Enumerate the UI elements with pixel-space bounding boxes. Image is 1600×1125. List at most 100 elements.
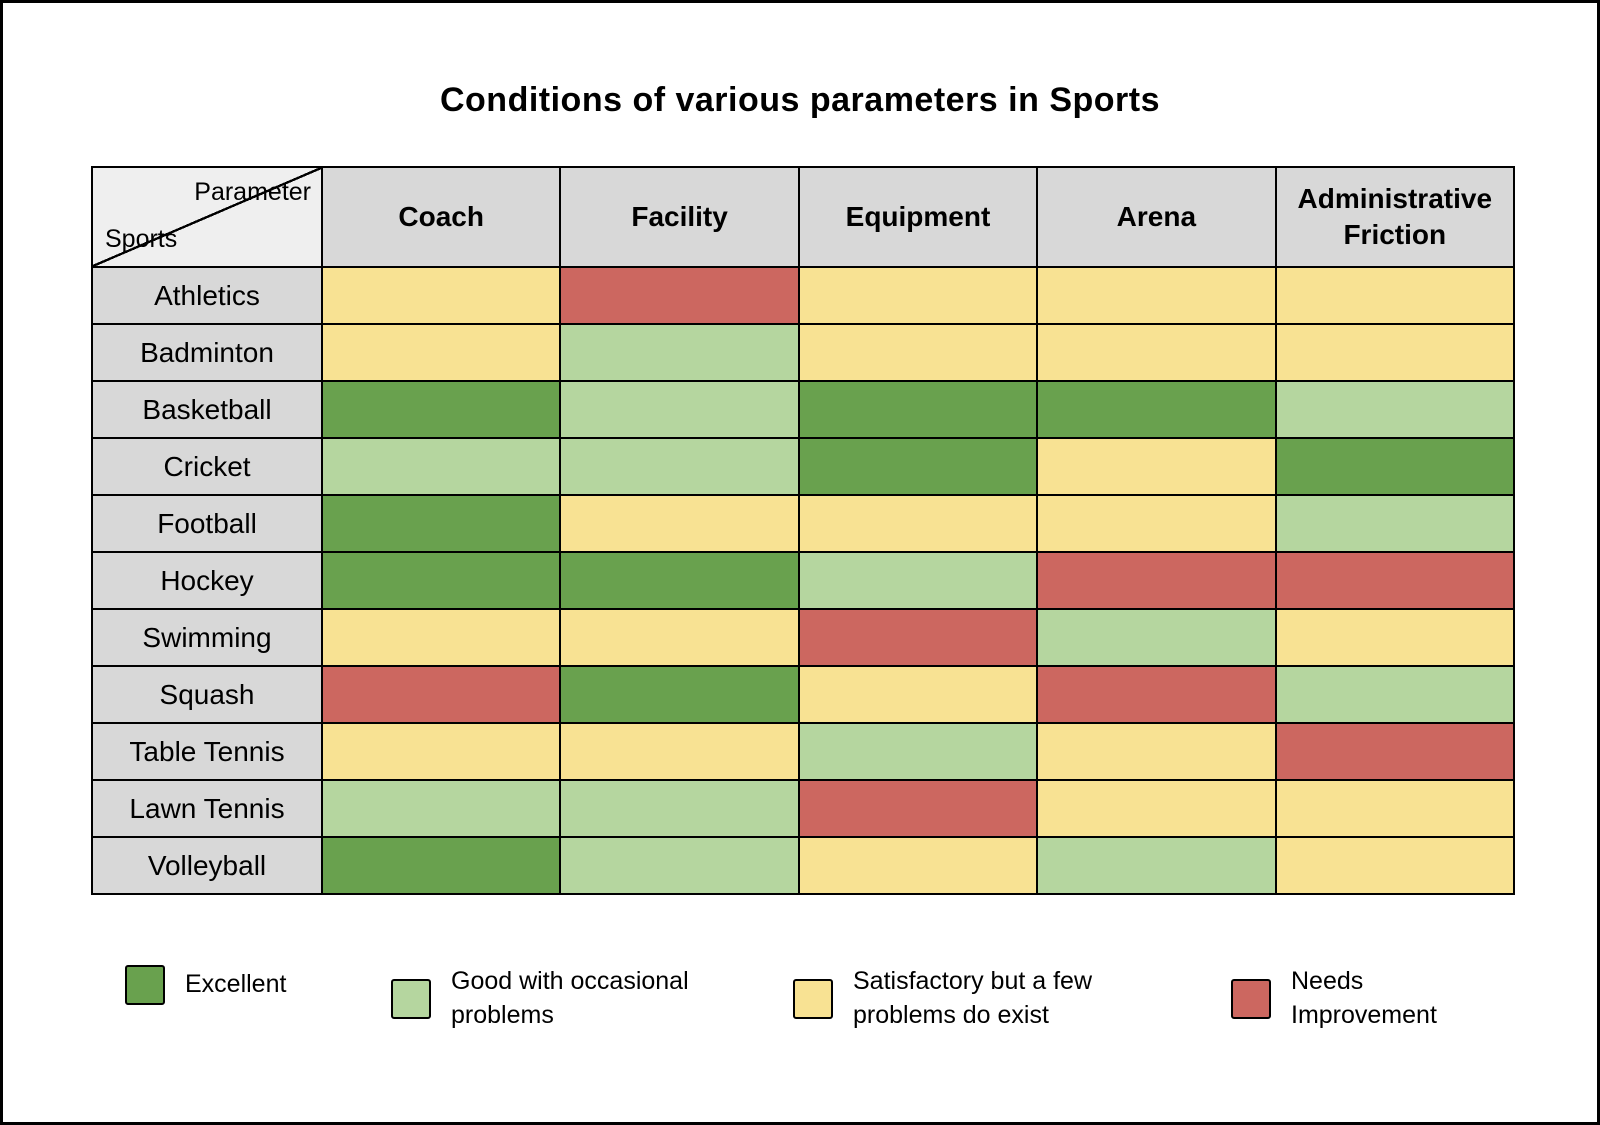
- cell-badminton-arena: [1036, 323, 1277, 382]
- cell-basketball-facility: [559, 380, 800, 439]
- legend-swatch-excellent: [125, 965, 165, 1005]
- cell-squash-facility: [559, 665, 800, 724]
- table-row: Hockey: [91, 551, 1516, 610]
- header-row: Parameter Sports Coach Facility Equipment A…: [91, 166, 1516, 268]
- row-header-lawn-tennis: Lawn Tennis: [91, 779, 323, 838]
- cell-swimming-administrative-friction: [1274, 608, 1516, 667]
- cell-cricket-administrative-friction: [1274, 437, 1516, 496]
- table-row: Squash: [91, 665, 1516, 724]
- column-header-coach: Coach: [320, 166, 562, 268]
- cell-swimming-arena: [1036, 608, 1277, 667]
- cell-swimming-coach: [320, 608, 562, 667]
- row-header-cricket: Cricket: [91, 437, 323, 496]
- table-body: Athletics Badminton Basketball Cricket Footb…: [91, 266, 1516, 895]
- legend-swatch-satisfactory: [793, 978, 833, 1019]
- cell-squash-arena: [1036, 665, 1277, 724]
- legend: Excellent Good with occasional problems Sa…: [3, 965, 1597, 1085]
- legend-label: Good with occasional problems: [451, 967, 689, 1029]
- cell-table-tennis-coach: [320, 722, 562, 781]
- table-row: Cricket: [91, 437, 1516, 496]
- table-row: Badminton: [91, 323, 1516, 382]
- cell-hockey-coach: [320, 551, 562, 610]
- table-row: Basketball: [91, 380, 1516, 439]
- cell-squash-coach: [320, 665, 562, 724]
- table-row: Lawn Tennis: [91, 779, 1516, 838]
- table-row: Football: [91, 494, 1516, 553]
- column-header-equipment: Equipment: [797, 166, 1039, 268]
- row-header-volleyball: Volleyball: [91, 836, 323, 895]
- cell-badminton-administrative-friction: [1274, 323, 1516, 382]
- cell-volleyball-facility: [559, 836, 800, 895]
- row-header-swimming: Swimming: [91, 608, 323, 667]
- corner-label-parameter: Parameter: [194, 178, 311, 206]
- cell-lawn-tennis-arena: [1036, 779, 1277, 838]
- table-row: Athletics: [91, 266, 1516, 325]
- row-header-hockey: Hockey: [91, 551, 323, 610]
- cell-football-arena: [1036, 494, 1277, 553]
- cell-cricket-coach: [320, 437, 562, 496]
- row-header-basketball: Basketball: [91, 380, 323, 439]
- legend-item-needs-improvement: Needs Improvement: [1231, 965, 1471, 1033]
- cell-hockey-facility: [559, 551, 800, 610]
- table-row: Table Tennis: [91, 722, 1516, 781]
- table-row: Volleyball: [91, 836, 1516, 895]
- cell-swimming-facility: [559, 608, 800, 667]
- cell-cricket-arena: [1036, 437, 1277, 496]
- legend-label: Needs Improvement: [1291, 967, 1437, 1029]
- cell-squash-equipment: [797, 665, 1039, 724]
- legend-item-excellent: Excellent: [125, 965, 286, 1005]
- column-header-arena: Arena: [1036, 166, 1277, 268]
- row-header-football: Football: [91, 494, 323, 553]
- row-header-table-tennis: Table Tennis: [91, 722, 323, 781]
- legend-item-satisfactory-but-a-few-problems-do-exist: Satisfactory but a few problems do exist: [793, 965, 1153, 1033]
- row-header-athletics: Athletics: [91, 266, 323, 325]
- legend-swatch-good: [391, 978, 431, 1019]
- cell-table-tennis-arena: [1036, 722, 1277, 781]
- cell-football-equipment: [797, 494, 1039, 553]
- cell-badminton-facility: [559, 323, 800, 382]
- cell-swimming-equipment: [797, 608, 1039, 667]
- cell-hockey-arena: [1036, 551, 1277, 610]
- column-header-administrative-friction: Administrative Friction: [1274, 166, 1516, 268]
- cell-volleyball-equipment: [797, 836, 1039, 895]
- cell-squash-administrative-friction: [1274, 665, 1516, 724]
- cell-basketball-arena: [1036, 380, 1277, 439]
- row-header-badminton: Badminton: [91, 323, 323, 382]
- cell-lawn-tennis-equipment: [797, 779, 1039, 838]
- cell-athletics-facility: [559, 266, 800, 325]
- legend-label: Excellent: [185, 970, 287, 999]
- cell-cricket-equipment: [797, 437, 1039, 496]
- cell-football-coach: [320, 494, 562, 553]
- conditions-table: Parameter Sports Coach Facility Equipment A…: [91, 166, 1516, 895]
- cell-table-tennis-administrative-friction: [1274, 722, 1516, 781]
- cell-hockey-administrative-friction: [1274, 551, 1516, 610]
- cell-athletics-coach: [320, 266, 562, 325]
- cell-lawn-tennis-administrative-friction: [1274, 779, 1516, 838]
- corner-label-sports: Sports: [105, 225, 178, 253]
- cell-basketball-equipment: [797, 380, 1039, 439]
- cell-badminton-equipment: [797, 323, 1039, 382]
- cell-football-administrative-friction: [1274, 494, 1516, 553]
- cell-football-facility: [559, 494, 800, 553]
- cell-athletics-arena: [1036, 266, 1277, 325]
- cell-volleyball-coach: [320, 836, 562, 895]
- cell-badminton-coach: [320, 323, 562, 382]
- cell-hockey-equipment: [797, 551, 1039, 610]
- cell-volleyball-administrative-friction: [1274, 836, 1516, 895]
- cell-lawn-tennis-coach: [320, 779, 562, 838]
- cell-basketball-administrative-friction: [1274, 380, 1516, 439]
- legend-label: Satisfactory but a few problems do exist: [853, 967, 1093, 1029]
- legend-item-good-with-occasional-problems: Good with occasional problems: [391, 965, 731, 1033]
- legend-swatch-needs_improvement: [1231, 978, 1271, 1019]
- cell-athletics-equipment: [797, 266, 1039, 325]
- cell-cricket-facility: [559, 437, 800, 496]
- cell-volleyball-arena: [1036, 836, 1277, 895]
- cell-table-tennis-equipment: [797, 722, 1039, 781]
- cell-lawn-tennis-facility: [559, 779, 800, 838]
- page-title: Conditions of various parameters in Spor…: [439, 81, 1160, 119]
- cell-basketball-coach: [320, 380, 562, 439]
- corner-cell: Parameter Sports: [91, 166, 323, 268]
- row-header-squash: Squash: [91, 665, 323, 724]
- cell-table-tennis-facility: [559, 722, 800, 781]
